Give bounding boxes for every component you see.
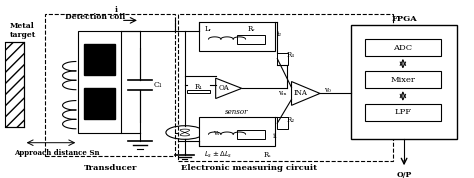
Text: Detection coil: Detection coil [64,13,125,21]
Text: vᵢₙ: vᵢₙ [278,89,286,97]
Text: Mixer: Mixer [391,76,415,84]
Text: i₂: i₂ [277,30,282,38]
Text: ADC: ADC [393,44,412,52]
Bar [187,90,210,93]
Bar [84,44,115,75]
Bar [45,14,175,156]
Bar [237,35,265,44]
Bar [365,39,441,56]
Text: $L_s\pm\Delta L_s$: $L_s\pm\Delta L_s$ [204,150,232,160]
Text: C₁: C₁ [154,81,162,89]
Text: FPGA: FPGA [391,15,417,23]
Bar [84,88,115,119]
Bar [277,117,288,129]
Text: Metal
target: Metal target [9,22,36,39]
Bar [178,14,393,161]
Text: Lᵣ: Lᵣ [205,25,212,33]
Text: vₛ: vₛ [213,129,219,137]
Bar [365,71,441,88]
Bar [5,43,24,127]
Text: sensor: sensor [225,108,249,116]
Bar [199,22,275,51]
Text: Approach distance Sn: Approach distance Sn [14,149,100,157]
Text: LPF: LPF [394,108,411,116]
Bar [351,25,457,139]
Text: Transducer: Transducer [83,164,137,172]
Text: i₁: i₁ [273,132,277,140]
Text: OA: OA [219,84,229,92]
Text: O/P: O/P [396,171,412,178]
Text: INA: INA [294,89,308,97]
Text: R₂: R₂ [287,116,294,124]
Bar [199,117,275,146]
Bar [277,53,288,65]
Bar [365,104,441,121]
Text: i: i [115,6,118,14]
Text: R₃: R₃ [287,51,294,59]
Text: v₀: v₀ [324,86,330,94]
Text: Rᵣ: Rᵣ [247,25,255,33]
Bar [78,31,121,132]
Bar [237,130,265,139]
Text: R₁: R₁ [194,83,203,91]
Text: Electronic measuring circuit: Electronic measuring circuit [181,164,317,172]
Text: Rₛ: Rₛ [264,151,272,159]
